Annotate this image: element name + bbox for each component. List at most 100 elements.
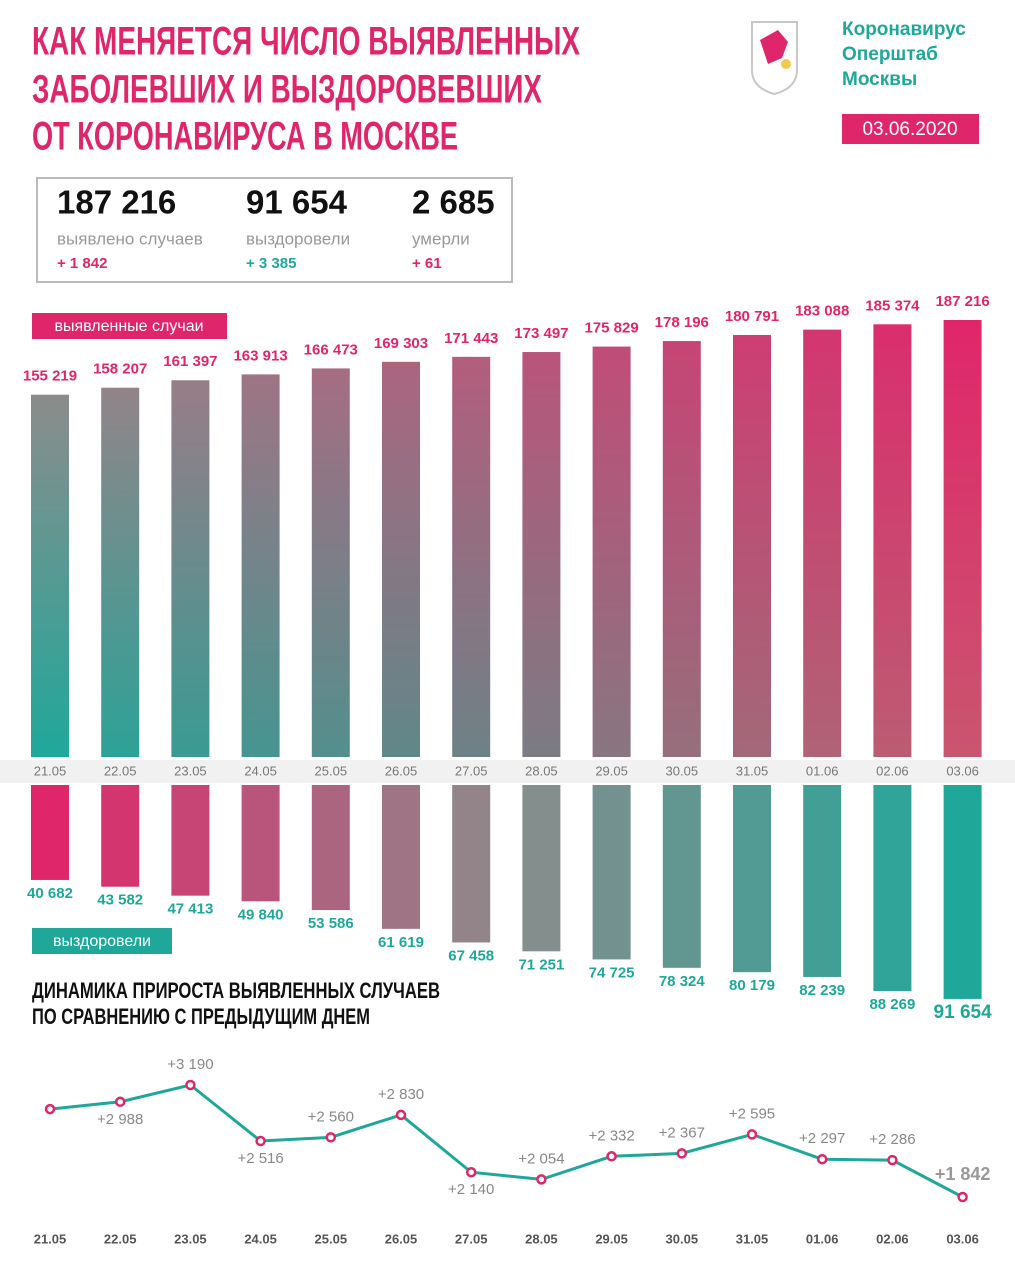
increase-label: +2 560 bbox=[308, 1108, 354, 1125]
recovered-bar bbox=[733, 785, 771, 973]
point bbox=[44, 1103, 56, 1115]
recovered-label: 49 840 bbox=[238, 906, 284, 923]
case-label: 173 497 bbox=[514, 325, 568, 342]
case-label: 180 791 bbox=[725, 308, 779, 325]
date-label: 30.05 bbox=[666, 1231, 699, 1246]
increase-label: +2 830 bbox=[378, 1086, 424, 1103]
case-label: 158 207 bbox=[93, 361, 147, 378]
series-name: выздоровели bbox=[53, 933, 151, 950]
date-label: 25.05 bbox=[315, 763, 348, 778]
date-label: 21.05 bbox=[34, 763, 67, 778]
point bbox=[746, 1129, 758, 1140]
recovered-label: 91 654 bbox=[934, 1002, 993, 1023]
recovered-bar bbox=[522, 785, 561, 952]
title-line: КАК МЕНЯЕТСЯ ЧИСЛО ВЫЯВЛЕННЫХ bbox=[32, 20, 580, 64]
date-label: 26.05 bbox=[385, 1231, 418, 1246]
date-label: 27.05 bbox=[455, 1231, 488, 1246]
brand-line: Москвы bbox=[842, 69, 917, 90]
stat-value: 91 654 bbox=[246, 184, 348, 221]
case-bar bbox=[873, 324, 912, 757]
point bbox=[465, 1166, 477, 1178]
case-bar bbox=[171, 380, 210, 757]
date-label: 27.05 bbox=[455, 763, 488, 778]
date-label: 28.05 bbox=[525, 1231, 558, 1246]
increase-label: +2 054 bbox=[518, 1150, 564, 1167]
date-label: 01.06 bbox=[806, 763, 839, 778]
coat-of-arms bbox=[751, 21, 798, 96]
recovered-label: 67 458 bbox=[448, 947, 494, 964]
increase-label: +2 595 bbox=[729, 1105, 775, 1122]
case-label: 169 303 bbox=[374, 335, 428, 352]
recovered-bar bbox=[662, 785, 701, 968]
stat-label: умерли bbox=[412, 229, 470, 248]
recovered-bar bbox=[452, 785, 491, 943]
point bbox=[536, 1174, 547, 1185]
recovered-label: 71 251 bbox=[518, 956, 564, 973]
case-bar bbox=[241, 374, 280, 757]
date-label: 29.05 bbox=[595, 1231, 628, 1246]
recovered-bar bbox=[311, 785, 350, 911]
case-bar bbox=[522, 352, 561, 757]
recovered-label: 82 239 bbox=[799, 982, 845, 999]
point bbox=[395, 1109, 407, 1121]
recovered-bar bbox=[803, 785, 842, 977]
case-bar bbox=[452, 356, 491, 757]
date-label: 30.05 bbox=[666, 763, 699, 778]
title-line: ОТ КОРОНАВИРУСА В МОСКВЕ bbox=[32, 115, 458, 159]
point bbox=[114, 1096, 126, 1108]
point bbox=[676, 1148, 688, 1159]
stat-value: 187 216 bbox=[57, 184, 176, 221]
recovered-bar bbox=[171, 785, 210, 896]
recovered-bar bbox=[31, 785, 69, 880]
case-label: 185 374 bbox=[865, 297, 920, 314]
brand-line: Оперштаб bbox=[842, 44, 938, 65]
date-label: 31.05 bbox=[736, 763, 769, 778]
recovered-label: 47 413 bbox=[167, 901, 213, 918]
recovered-label: 88 269 bbox=[869, 996, 915, 1013]
date-strip bbox=[0, 760, 1015, 783]
title-line: ЗАБОЛЕВШИХ И ВЫЗДОРОВЕВШИХ bbox=[32, 68, 542, 112]
case-bar bbox=[733, 334, 771, 757]
increase-label: +1 842 bbox=[935, 1164, 991, 1184]
case-label: 178 196 bbox=[655, 314, 709, 331]
trend-line bbox=[49, 1083, 964, 1199]
case-bar bbox=[311, 368, 350, 757]
recovered-bar bbox=[101, 785, 140, 887]
date-label: 31.05 bbox=[736, 1231, 769, 1246]
recovered-bar bbox=[592, 785, 631, 960]
date: 03.06.2020 bbox=[862, 119, 957, 140]
point bbox=[255, 1135, 266, 1147]
date-label: 24.05 bbox=[244, 1231, 277, 1246]
case-bar bbox=[592, 346, 631, 757]
date-label: 25.05 bbox=[315, 1231, 348, 1246]
case-label: 155 219 bbox=[23, 368, 77, 385]
case-label: 161 397 bbox=[163, 353, 217, 370]
date-label: 24.05 bbox=[244, 763, 277, 778]
stat-change: + 1 842 bbox=[57, 255, 107, 272]
increase-label: +2 297 bbox=[799, 1130, 845, 1147]
increase-label: +2 332 bbox=[588, 1127, 634, 1144]
date-label: 23.05 bbox=[174, 763, 207, 778]
date-label: 03.06 bbox=[946, 763, 979, 778]
stat-value: 2 685 bbox=[412, 184, 495, 221]
case-bar bbox=[101, 387, 140, 757]
case-label: 183 088 bbox=[795, 303, 849, 320]
case-bar bbox=[803, 329, 842, 757]
point bbox=[325, 1132, 337, 1143]
date-label: 22.05 bbox=[104, 763, 137, 778]
recovered-bar bbox=[382, 785, 420, 929]
case-bar bbox=[31, 394, 69, 757]
point bbox=[957, 1191, 968, 1203]
increase-label: +2 367 bbox=[659, 1124, 705, 1141]
date-label: 02.06 bbox=[876, 763, 909, 778]
point bbox=[816, 1153, 828, 1165]
date-box bbox=[842, 114, 979, 144]
date-label: 26.05 bbox=[385, 763, 418, 778]
increase-label: +2 140 bbox=[448, 1181, 494, 1198]
series-tag bbox=[32, 928, 172, 954]
recovered-label: 40 682 bbox=[27, 885, 73, 902]
recovered-label: 80 179 bbox=[729, 977, 775, 994]
increase-label: +2 516 bbox=[237, 1150, 283, 1167]
line-chart-title: ДИНАМИКА ПРИРОСТА ВЫЯВЛЕННЫХ СЛУЧАЕВ bbox=[32, 978, 440, 1003]
recovered-label: 78 324 bbox=[659, 973, 706, 990]
